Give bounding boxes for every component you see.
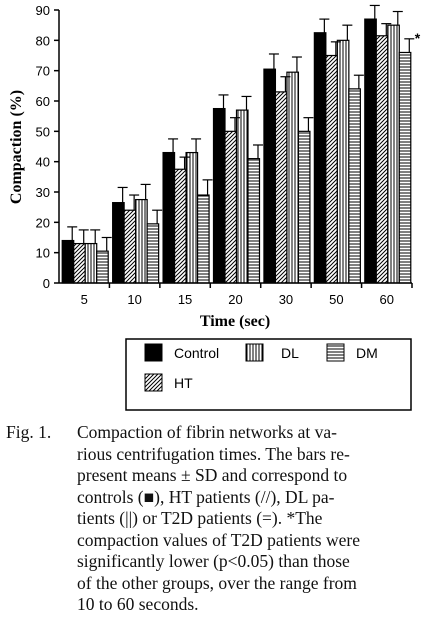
- caption-line-3: controls (■), HT patients (//), DL pa-: [77, 486, 335, 507]
- y-tick-label-7: 70: [36, 64, 50, 79]
- legend-swatch-ht: [144, 373, 163, 392]
- compaction-bar-chart: * * * * * * 0 10 20 30 40 50 60 70 80 90 5 10 15 20 30 50 60…: [8, 3, 421, 411]
- bar-dm-60: [398, 51, 412, 284]
- bar-dl-50: [336, 39, 350, 284]
- bar-dl-15: [185, 151, 199, 284]
- caption-text: Compaction of fibrin networks at va-riou…: [77, 422, 423, 616]
- y-tick-label-0: 0: [43, 276, 50, 291]
- caption-line-2: present means ± SD and correspond to: [77, 465, 348, 485]
- caption-line-6: significantly lower (p<0.05) than those: [77, 551, 350, 571]
- bar-control-10: [112, 202, 125, 284]
- caption-line-1: rious centrifugation times. The bars re-: [77, 443, 350, 464]
- bar-ht-50: [325, 54, 338, 284]
- x-tick-label-20: 20: [228, 292, 242, 307]
- y-axis-label: Compaction (%): [8, 90, 25, 204]
- bar-dl-30: [286, 71, 300, 284]
- legend-frame: [125, 338, 412, 411]
- bar-dm-10: [146, 223, 160, 284]
- legend-label-ht: HT: [174, 375, 193, 391]
- legend: Control DL DM HT: [125, 338, 412, 411]
- y-tick-label-6: 60: [36, 94, 50, 109]
- caption-line-5: compaction values of T2D patients were: [77, 529, 360, 550]
- bar-dm-20: [247, 158, 261, 284]
- x-tick-label-10: 10: [127, 292, 141, 307]
- bar-dm-5: [96, 250, 109, 284]
- y-tick-label-3: 30: [36, 185, 50, 200]
- bar-control-60: [364, 18, 377, 284]
- bar-ht-20: [224, 130, 238, 284]
- bar-control-30: [263, 68, 277, 284]
- y-tick-label-4: 40: [36, 155, 50, 170]
- bar-dm-50: [348, 88, 361, 284]
- significance-star-30: *: [314, 109, 320, 125]
- bar-control-5: [61, 239, 75, 284]
- x-tick-label-50: 50: [329, 292, 343, 307]
- x-tick-label-60: 60: [380, 292, 394, 307]
- y-tick-label-2: 20: [36, 215, 50, 230]
- legend-swatch-control: [144, 343, 163, 362]
- caption-line-0: Compaction of fibrin networks at va-: [77, 422, 338, 442]
- bar-dm-15: [196, 194, 210, 284]
- legend-label-control: Control: [174, 345, 219, 361]
- bar-ht-10: [123, 209, 137, 284]
- significance-star-20: *: [264, 136, 270, 152]
- y-tick-label-1: 10: [36, 246, 50, 261]
- bar-dl-60: [387, 24, 400, 284]
- caption-line-4: tients (||) or T2D patients (=). *The: [77, 508, 323, 528]
- y-tick-label-8: 80: [36, 33, 50, 48]
- caption-line-7: of the other groups, over the range from: [77, 572, 357, 593]
- bar-dl-5: [84, 242, 98, 284]
- bar-ht-60: [375, 35, 389, 284]
- bar-control-15: [162, 151, 176, 284]
- x-tick-label-5: 5: [81, 292, 88, 307]
- legend-label-dl: DL: [281, 345, 299, 361]
- bar-dl-10: [135, 198, 148, 284]
- bar-ht-5: [73, 242, 86, 284]
- bar-control-50: [313, 32, 327, 284]
- x-tick-label-30: 30: [279, 292, 293, 307]
- significance-star-50: *: [364, 66, 370, 82]
- legend-swatch-dl: [245, 343, 264, 362]
- significance-star-15: *: [213, 171, 219, 187]
- bar-dm-30: [297, 130, 311, 284]
- caption-label: Fig. 1.: [6, 422, 52, 442]
- x-tick-label-15: 15: [178, 292, 192, 307]
- caption-line-8: 10 to 60 seconds.: [77, 594, 199, 614]
- bar-dl-20: [235, 109, 249, 284]
- x-axis-label: Time (sec): [200, 313, 270, 330]
- legend-label-dm: DM: [356, 345, 378, 361]
- bar-ht-15: [173, 168, 187, 284]
- significance-star-60: *: [415, 30, 421, 46]
- legend-swatch-dm: [326, 343, 345, 362]
- y-tick-label-5: 50: [36, 124, 50, 139]
- bar-control-20: [212, 107, 226, 284]
- y-tick-label-9: 90: [36, 3, 50, 18]
- significance-star-10: *: [163, 201, 169, 217]
- bar-ht-30: [274, 91, 288, 284]
